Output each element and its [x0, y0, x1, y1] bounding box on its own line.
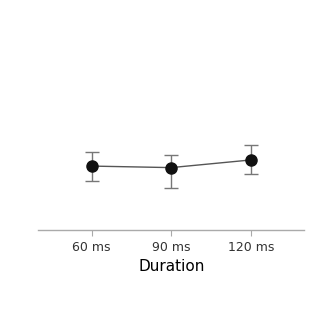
X-axis label: Duration: Duration — [138, 260, 204, 274]
